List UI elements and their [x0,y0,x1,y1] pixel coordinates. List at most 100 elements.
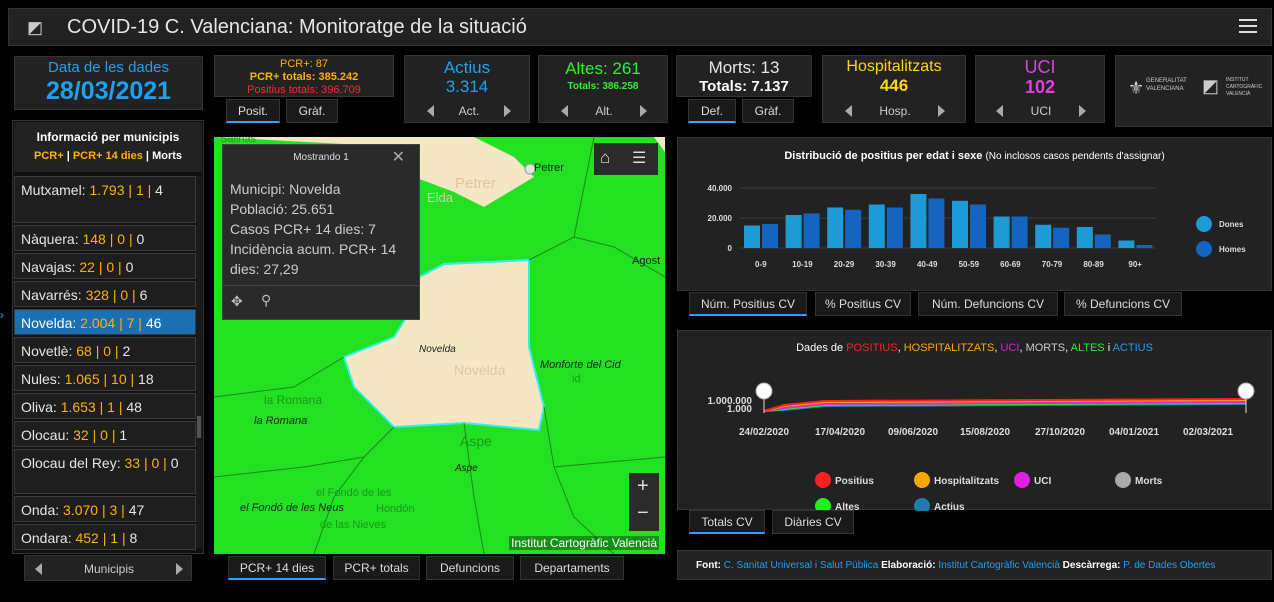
list-item[interactable]: Onda: 3.070 | 3 | 47 [14,496,196,522]
legend-swatch-altes[interactable] [815,498,831,511]
bar-dones[interactable] [952,200,968,248]
close-icon[interactable]: ✕ [391,149,405,166]
list-item[interactable]: Olocau: 32 | 0 | 1 [14,421,196,447]
bar-homes[interactable] [1136,245,1153,248]
x-tick-label: 60-69 [1000,260,1021,269]
bar-dones[interactable] [993,216,1010,249]
legend-label-dones: Dones [1219,220,1244,229]
hosp-prev-icon[interactable] [845,105,852,117]
tab-num-defuncions[interactable]: Núm. Defuncions CV [918,292,1058,316]
list-item[interactable]: Ondara: 452 | 1 | 8 [14,524,196,550]
legend-swatch-morts[interactable] [1115,472,1131,488]
bar-dones[interactable] [1035,224,1052,248]
tab-pct-defuncions[interactable]: % Defuncions CV [1064,292,1182,316]
bar-homes[interactable] [803,213,820,249]
altes-nav-label: Alt. [595,104,613,118]
time-title-positius: POSITIUS [846,342,898,354]
footer-desc-link[interactable]: P. de Dades Obertes [1123,560,1216,571]
muni-pcr: 1.065 [64,371,100,387]
hosp-next-icon[interactable] [937,105,945,117]
bar-dones[interactable] [827,207,844,249]
map-label-romana-big: la Romana [264,393,323,407]
icv-logo-text: INSTITUT CARTOGRÀFIC VALENCIÀ [1226,77,1263,97]
bar-homes[interactable] [970,204,986,249]
legend-swatch-hospitalitzats[interactable] [914,472,930,488]
time-title-altes: ALTES [1070,342,1105,354]
tab-num-positius[interactable]: Núm. Positius CV [689,292,807,316]
bar-dones[interactable] [1118,240,1135,249]
muni-morts: 46 [145,315,162,331]
bar-homes[interactable] [762,224,778,248]
list-item[interactable]: Navarrés: 328 | 0 | 6 [14,281,196,307]
list-icon[interactable]: ☰ [632,150,647,167]
list-item[interactable]: Navajas: 22 | 0 | 0 [14,253,196,279]
muni-prev-icon[interactable] [35,563,42,575]
footer-elab-link[interactable]: Institut Cartogràfic Valencià [938,560,1060,571]
tab-defuncions[interactable]: Def. [688,99,736,123]
bar-homes[interactable] [886,207,903,249]
map-label-aspe: Aspe [455,463,478,474]
bar-dones[interactable] [910,194,927,248]
bar-homes[interactable] [928,198,945,249]
popup-divider [223,285,419,286]
muni-next-icon[interactable] [175,563,183,575]
muni-morts: 18 [138,371,154,387]
petrer-marker-icon[interactable] [524,163,536,175]
move-icon[interactable]: ✥ [231,293,243,309]
uci-prev-icon[interactable] [996,105,1003,117]
zoom-in-button[interactable]: + [637,475,649,497]
muni-pcr14: 0 [106,259,115,275]
hamburger-menu-icon[interactable] [1239,15,1257,37]
map-label-agost: Agost [632,255,661,267]
expand-panel-icon[interactable]: › [0,308,4,322]
bar-dones[interactable] [868,204,885,249]
list-item[interactable]: Nàquera: 148 | 0 | 0 [14,225,196,251]
zoom-out-button[interactable]: − [637,502,649,524]
logos-panel: ⚜ GENERALITAT VALENCIANA ◩ INSTITUT CART… [1115,55,1272,127]
bar-dones[interactable] [785,215,802,248]
legend-swatch-actius[interactable] [914,498,930,511]
altes-prev-icon[interactable] [561,105,568,117]
map-label-nieves: de las Nieves [320,519,387,531]
zoom-to-icon[interactable]: ⚲ [261,292,272,308]
home-icon[interactable]: ⌂ [600,148,611,167]
legend-swatch-homes [1196,241,1212,257]
bar-homes[interactable] [1011,216,1028,249]
bar-homes[interactable] [1094,234,1111,249]
muni-scrollbar[interactable] [196,176,202,548]
list-item[interactable]: Mutxamel: 1.793 | 1 | 4 [14,176,196,223]
list-item[interactable]: Novetlè: 68 | 0 | 2 [14,337,196,363]
tab-defuncions-map[interactable]: Defuncions [426,556,514,580]
tab-grafic-positius[interactable]: Gràf. [286,99,338,123]
list-item[interactable]: Novelda: 2.004 | 7 | 46 [14,309,196,335]
tab-grafic-defuncions[interactable]: Gràf. [742,99,794,123]
altes-next-icon[interactable] [640,105,647,117]
muni-scroll-thumb[interactable] [197,416,201,438]
range-handle[interactable] [1237,382,1255,400]
range-handle[interactable] [755,382,773,400]
actius-prev-icon[interactable] [427,105,434,117]
tab-positius[interactable]: Posit. [226,99,280,123]
popup-body: Municipi: Novelda Població: 25.651 Casos… [230,179,396,279]
list-item[interactable]: Oliva: 1.653 | 1 | 48 [14,393,196,419]
actius-nav-label: Act. [458,104,480,118]
footer-font-link[interactable]: C. Sanitat Universal i Salut Pública [723,560,879,571]
tab-pct-positius[interactable]: % Positius CV [815,292,911,316]
tab-pcr14[interactable]: PCR+ 14 dies [228,556,326,580]
tab-diaries-cv[interactable]: Diàries CV [772,510,854,534]
tab-pcr-totals[interactable]: PCR+ totals [333,556,420,580]
list-item[interactable]: Nules: 1.065 | 10 | 18 [14,365,196,391]
bar-homes[interactable] [1053,227,1070,248]
bar-dones[interactable] [1076,227,1093,248]
muni-title: Informació per municipis [36,130,180,144]
uci-next-icon[interactable] [1078,105,1086,117]
legend-swatch-uci[interactable] [1014,472,1030,488]
bar-dones[interactable] [744,225,760,249]
bar-homes[interactable] [845,209,862,248]
tab-departaments[interactable]: Departaments [520,556,624,580]
actius-next-icon[interactable] [503,105,511,117]
muni-morts: 6 [139,287,148,303]
tab-totals-cv[interactable]: Totals CV [689,510,765,534]
legend-swatch-positius[interactable] [815,472,831,488]
list-item[interactable]: Olocau del Rey: 33 | 0 | 0 [14,449,196,494]
